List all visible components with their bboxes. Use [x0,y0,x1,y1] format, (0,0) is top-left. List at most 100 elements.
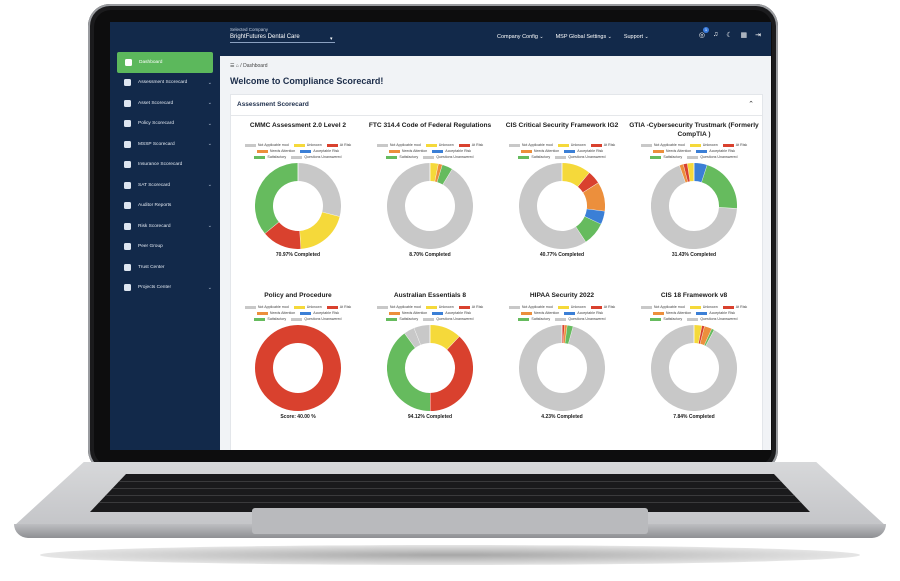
legend-item[interactable]: Questions Unanswered [291,155,342,159]
legend-item[interactable]: Satisfactory [518,317,550,321]
legend-item[interactable]: Satisfactory [650,155,682,159]
legend-item[interactable]: Needs Attention [520,149,559,153]
donut-segment-satisfactory[interactable] [255,163,299,234]
donut-segment-unanswered[interactable] [519,325,605,411]
scorecard-tile[interactable]: CIS 18 Framework v8 Not Applicable mod Unk… [629,291,759,420]
legend-item[interactable]: At Risk [326,143,351,147]
legend-item[interactable]: Not Applicable mod [508,305,553,309]
menu-toggle-icon[interactable]: ☰ [230,63,235,69]
donut-segment-at-risk[interactable] [255,325,341,411]
sidebar-item-assessment-scorecard[interactable]: Assessment Scorecard ⌄ [110,73,220,94]
chevron-down-icon[interactable]: ⌄ [207,182,212,189]
donut-chart[interactable] [519,163,605,249]
bell-icon[interactable]: ♫ [712,31,719,38]
legend-item[interactable]: Unknown [293,305,322,309]
support-menu[interactable]: Support [624,34,649,40]
legend-item[interactable]: Not Applicable mod [376,305,421,309]
donut-segment-satisfactory[interactable] [701,165,737,209]
donut-segment-at-risk[interactable] [264,221,301,249]
legend-item[interactable]: Questions Unanswered [423,155,474,159]
legend-item[interactable]: Needs Attention [652,311,691,315]
legend-item[interactable]: Satisfactory [650,317,682,321]
donut-segment-unknown[interactable] [561,163,590,188]
donut-segment-unanswered[interactable] [297,163,341,217]
legend-item[interactable]: Not Applicable mod [244,305,289,309]
donut-segment-acceptable-risk[interactable] [693,163,708,183]
chevron-down-icon[interactable]: ⌄ [207,223,212,230]
legend-item[interactable]: Satisfactory [518,155,550,159]
legend-item[interactable]: Not Applicable mod [376,143,421,147]
scorecard-tile[interactable]: Australian Essentials 8 Not Applicable mo… [365,291,495,420]
legend-item[interactable]: Not Applicable mod [640,305,685,309]
legend-item[interactable]: At Risk [722,143,747,147]
donut-chart[interactable] [255,325,341,411]
scorecard-tile[interactable]: GTIA -Cybersecurity Trustmark (Formerly … [629,121,759,258]
sidebar-item-sat-scorecard[interactable]: SAT Scorecard ⌄ [110,175,220,196]
legend-item[interactable]: Unknown [557,143,586,147]
home-icon[interactable]: ⌂ [235,63,239,69]
chevron-down-icon[interactable]: ⌄ [207,141,212,148]
chevron-down-icon[interactable]: ⌄ [207,100,212,107]
donut-chart[interactable] [387,325,473,411]
legend-item[interactable]: Unknown [689,143,718,147]
moon-icon[interactable]: ☾ [726,32,733,39]
sidebar-item-policy-scorecard[interactable]: Policy Scorecard ⌄ [110,114,220,135]
donut-segment-needs-attention[interactable] [434,163,443,183]
legend-item[interactable]: Acceptable Risk [432,311,471,315]
donut-segment-satisfactory[interactable] [437,164,453,185]
legend-item[interactable]: Not Applicable mod [244,143,289,147]
scorecard-tile[interactable]: FTC 314.4 Code of Federal Regulations Not… [365,121,495,258]
legend-item[interactable]: Questions Unanswered [423,317,474,321]
legend-item[interactable]: Needs Attention [388,149,427,153]
donut-segment-unanswered[interactable] [387,163,473,249]
legend-item[interactable]: Satisfactory [386,155,418,159]
donut-segment-unknown[interactable] [429,163,439,182]
legend-item[interactable]: Needs Attention [388,311,427,315]
legend-item[interactable]: At Risk [590,143,615,147]
donut-segment-unknown[interactable] [693,325,703,344]
legend-item[interactable]: At Risk [458,143,483,147]
legend-item[interactable]: Unknown [689,305,718,309]
sidebar-item-dashboard[interactable]: Dashboard [117,52,213,73]
legend-item[interactable]: Satisfactory [254,317,286,321]
donut-segment-at-risk[interactable] [429,336,473,411]
donut-segment-unanswered[interactable] [414,325,431,345]
legend-item[interactable]: Acceptable Risk [300,311,339,315]
legend-item[interactable]: Acceptable Risk [696,311,735,315]
donut-chart[interactable] [651,163,737,249]
legend-item[interactable]: At Risk [458,305,483,309]
scorecard-tile[interactable]: HIPAA Security 2022 Not Applicable mod Unk… [497,291,627,420]
donut-segment-unanswered[interactable] [651,325,737,411]
legend-item[interactable]: Questions Unanswered [687,317,738,321]
msp-global-settings-menu[interactable]: MSP Global Settings [556,34,612,40]
legend-item[interactable]: Not Applicable mod [508,143,553,147]
legend-item[interactable]: Not Applicable mod [640,143,685,147]
legend-item[interactable]: Needs Attention [256,311,295,315]
legend-item[interactable]: Unknown [293,143,322,147]
legend-item[interactable]: At Risk [722,305,747,309]
legend-item[interactable]: Unknown [425,143,454,147]
scorecard-tile[interactable]: CMMC Assessment 2.0 Level 2 Not Applicabl… [233,121,363,258]
legend-item[interactable]: Questions Unanswered [291,317,342,321]
sidebar-item-risk-scorecard[interactable]: Risk Scorecard ⌄ [110,216,220,237]
legend-item[interactable]: At Risk [590,305,615,309]
legend-item[interactable]: Needs Attention [652,149,691,153]
sidebar-item-auditor-reports[interactable]: Auditor Reports [110,196,220,217]
donut-segment-unknown[interactable] [429,325,460,351]
legend-item[interactable]: At Risk [326,305,351,309]
lightbulb-icon[interactable]: ◎ 1 [698,27,709,39]
donut-segment-unknown[interactable] [298,211,340,249]
donut-chart[interactable] [651,325,737,411]
selected-company-value[interactable]: BrightFutures Dental Care [230,34,335,43]
chart-icon[interactable]: ▦ [740,32,748,39]
legend-item[interactable]: Questions Unanswered [555,317,606,321]
donut-segment-at-risk[interactable] [683,163,691,182]
sidebar-item-projects-center[interactable]: Projects Center ⌄ [110,278,220,299]
legend-item[interactable]: Satisfactory [386,317,418,321]
legend-item[interactable]: Needs Attention [520,311,559,315]
legend-item[interactable]: Questions Unanswered [687,155,738,159]
legend-item[interactable]: Unknown [557,305,586,309]
donut-segment-needs-attention[interactable] [700,326,712,346]
donut-segment-satisfactory[interactable] [575,216,601,242]
chevron-down-icon[interactable]: ⌄ [207,284,212,291]
